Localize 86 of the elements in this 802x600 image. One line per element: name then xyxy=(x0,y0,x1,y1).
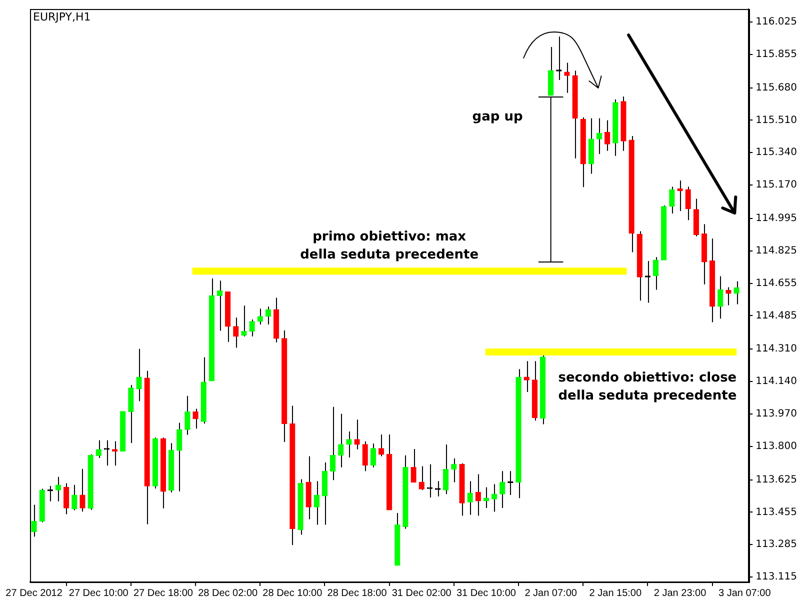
y-tick-label: 113.115 xyxy=(756,572,798,583)
candlestick xyxy=(426,464,433,498)
y-tick-label: 114.485 xyxy=(756,310,798,322)
candlestick xyxy=(564,62,570,94)
x-tick-label: 2 Jan 23:00 xyxy=(654,588,707,599)
annotation: gap up xyxy=(472,109,523,124)
x-tick-label: 27 Dec 18:00 xyxy=(133,588,194,599)
x-tick-label: 28 Dec 10:00 xyxy=(262,588,323,599)
candlestick xyxy=(136,348,142,402)
candlestick xyxy=(192,408,198,430)
candlestick xyxy=(596,118,602,154)
candlestick xyxy=(314,480,320,526)
y-tick-label: 114.995 xyxy=(756,213,798,224)
y-tick-label: 115.510 xyxy=(756,114,798,126)
candlestick xyxy=(734,280,740,305)
candlestick xyxy=(104,440,110,466)
candlestick xyxy=(693,198,699,237)
candlestick xyxy=(241,305,247,337)
candlestick xyxy=(669,186,675,214)
candlestick xyxy=(354,419,360,450)
y-tick-label: 116.025 xyxy=(756,16,798,28)
candlestick xyxy=(257,308,263,325)
candlestick xyxy=(718,276,724,320)
candlestick xyxy=(604,120,610,152)
candlestick xyxy=(362,440,368,472)
x-tick-label: 3 Jan 07:00 xyxy=(718,588,772,599)
candlestick xyxy=(451,458,457,483)
ref-line-label: secondo obiettivo: close della seduta precedente xyxy=(558,370,737,404)
candlestick xyxy=(322,462,328,526)
candlestick xyxy=(410,448,416,483)
candlestick xyxy=(184,395,190,436)
y-tick-label: 113.800 xyxy=(756,440,798,452)
candlestick xyxy=(378,434,384,457)
y-tick-label: 114.655 xyxy=(756,278,798,289)
candlestick xyxy=(265,306,272,325)
candlestick xyxy=(467,480,473,516)
candlestick xyxy=(491,484,498,512)
y-tick-label: 115.170 xyxy=(756,180,798,191)
y-tick-label: 114.140 xyxy=(756,376,798,388)
y-tick-label: 113.455 xyxy=(756,506,798,518)
candlestick xyxy=(96,440,102,458)
x-tick-label: 31 Dec 10:00 xyxy=(456,588,516,599)
candlestick xyxy=(216,280,223,332)
candlestick xyxy=(346,431,352,458)
x-tick-label: 28 Dec 02:00 xyxy=(198,588,258,599)
candlestick xyxy=(548,46,554,96)
candlestick xyxy=(524,360,530,393)
x-tick-label: 28 Dec 18:00 xyxy=(327,588,388,599)
x-tick-label: 27 Dec 10:00 xyxy=(68,588,129,599)
candlestick xyxy=(434,480,441,497)
candlestick xyxy=(652,256,659,290)
candlestick xyxy=(418,466,424,491)
candlestick xyxy=(556,36,562,80)
y-tick-label: 114.825 xyxy=(756,245,798,256)
y-tick-label: 113.970 xyxy=(756,408,798,420)
candlestick xyxy=(128,384,134,444)
y-tick-label: 115.680 xyxy=(756,82,798,94)
x-tick-label: 2 Jan 07:00 xyxy=(524,588,578,599)
candlestick xyxy=(72,484,78,511)
candlestick xyxy=(80,468,86,512)
candlestick xyxy=(443,444,449,495)
candlestick xyxy=(685,186,691,221)
y-tick-label: 115.855 xyxy=(756,48,798,60)
candlestick xyxy=(64,482,70,515)
x-tick-label: 2 Jan 15:00 xyxy=(589,588,642,599)
candlestick xyxy=(176,422,182,492)
candlestick xyxy=(500,470,506,508)
candlestick xyxy=(370,443,376,468)
ref-line-label: primo obiettivo: max della seduta precedente xyxy=(300,229,479,262)
candlestick xyxy=(330,406,336,481)
candlestick xyxy=(55,476,62,502)
candlestick xyxy=(588,118,594,174)
y-tick-label: 115.340 xyxy=(756,147,798,158)
candlestick xyxy=(306,456,312,520)
x-tick-label: 27 Dec 2012 xyxy=(6,588,63,599)
y-tick-label: 113.285 xyxy=(756,539,798,550)
candlestick xyxy=(338,413,344,468)
candlestick xyxy=(475,474,481,516)
candlestick xyxy=(644,260,651,304)
candlestick xyxy=(249,319,255,337)
candlestick xyxy=(483,486,490,508)
candlestick xyxy=(233,317,239,348)
y-tick-label: 114.310 xyxy=(756,344,798,355)
y-tick-label: 113.625 xyxy=(756,474,798,486)
x-tick-label: 31 Dec 02:00 xyxy=(392,588,452,599)
chart-title: EURJPY,H1 xyxy=(33,10,91,24)
